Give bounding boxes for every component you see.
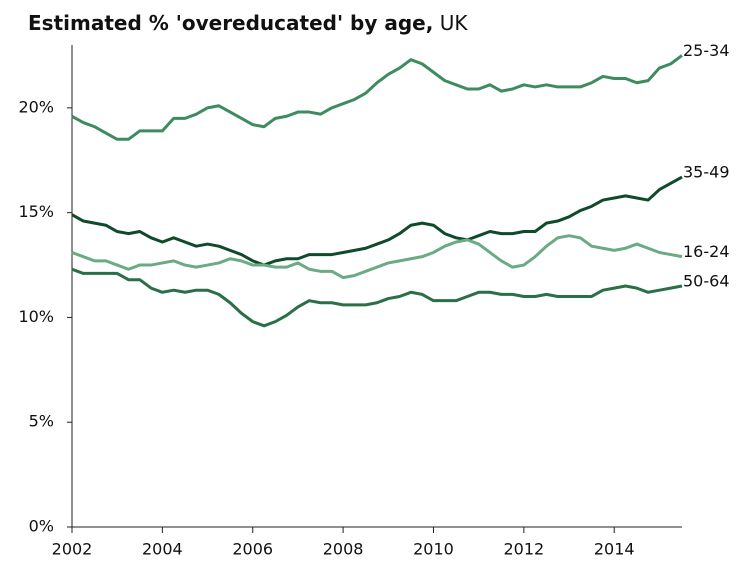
series-line (71, 267, 683, 328)
x-tick-label: 2002 (52, 540, 93, 559)
series-label: 16-24 (683, 242, 730, 261)
series-label: 25-34 (683, 41, 730, 60)
y-tick-label: 10% (18, 307, 54, 326)
x-tick-label: 2014 (594, 540, 635, 559)
series-label: 50-64 (683, 272, 730, 291)
y-tick-label: 15% (18, 202, 54, 221)
x-tick-label: 2008 (323, 540, 364, 559)
x-tick-label: 2006 (232, 540, 273, 559)
series-line (71, 54, 683, 141)
chart-subtitle: UK (440, 11, 469, 35)
y-tick-label: 5% (29, 412, 54, 431)
series-label: 35-49 (683, 163, 730, 182)
x-tick-label: 2012 (503, 540, 544, 559)
series-line (71, 175, 683, 267)
x-tick-label: 2010 (413, 540, 454, 559)
y-tick-label: 0% (29, 517, 54, 536)
x-tick-label: 2004 (142, 540, 183, 559)
series-line (71, 234, 683, 280)
chart-title-group: Estimated % 'overeducated' by age, UK (28, 11, 468, 35)
chart-title: Estimated % 'overeducated' by age, (28, 11, 433, 35)
y-tick-label: 20% (18, 97, 54, 116)
